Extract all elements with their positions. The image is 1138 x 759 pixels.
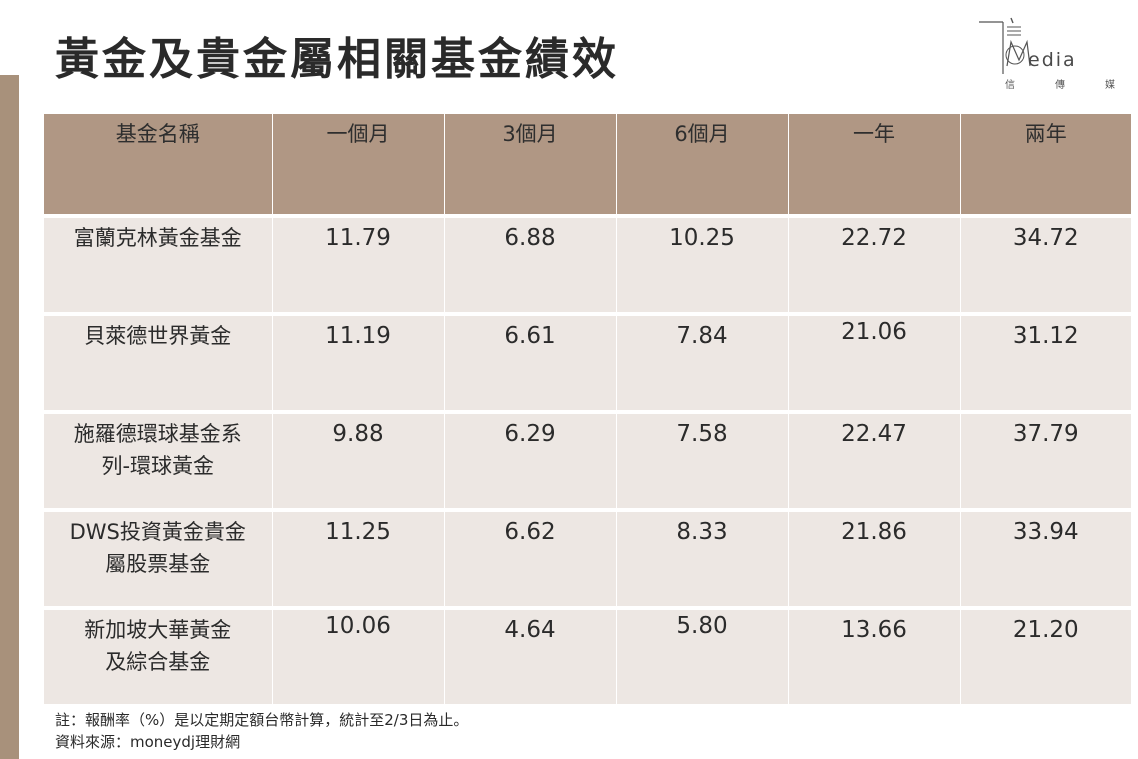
column-header-1-year: 一年 (788, 114, 961, 216)
return-cell: 11.25 (272, 508, 445, 608)
return-cell: 7.84 (616, 312, 789, 412)
table-row: DWS投資黃金貴金 屬股票基金 11.25 6.62 8.33 21.86 33… (44, 508, 1131, 608)
return-cell: 21.20 (960, 606, 1131, 704)
data-source-note: 資料來源：moneydj理財網 (55, 733, 241, 751)
page-title: 黃金及貴金屬相關基金績效 (55, 34, 619, 85)
return-cell: 10.06 (272, 606, 445, 704)
return-cell: 21.06 (788, 312, 961, 412)
return-cell: 13.66 (788, 606, 961, 704)
return-cell: 22.72 (788, 214, 961, 314)
fund-name-line: 新加坡大華黃金 (84, 618, 232, 642)
column-header-fund-name: 基金名稱 (44, 114, 273, 216)
media-logo: edia 信 傳 媒 (975, 16, 1125, 94)
return-cell: 31.12 (960, 312, 1131, 412)
fund-name-cell: DWS投資黃金貴金 屬股票基金 (44, 508, 273, 608)
return-cell: 7.58 (616, 410, 789, 510)
table-header-row: 基金名稱 一個月 3個月 6個月 一年 兩年 (44, 114, 1131, 216)
column-header-2-years: 兩年 (960, 114, 1131, 216)
left-accent-bar (0, 75, 19, 759)
table-row: 新加坡大華黃金 及綜合基金 10.06 4.64 5.80 13.66 21.2… (44, 606, 1131, 704)
logo-sub-char: 傳 (1055, 80, 1065, 91)
return-cell: 11.79 (272, 214, 445, 314)
logo-sub-char: 媒 (1105, 80, 1115, 91)
return-cell: 5.80 (616, 606, 789, 704)
return-cell: 22.47 (788, 410, 961, 510)
logo-mark-icon (979, 17, 1031, 74)
fund-name-line: 列-環球黃金 (101, 454, 215, 478)
fund-name-cell: 新加坡大華黃金 及綜合基金 (44, 606, 273, 704)
column-header-6-months: 6個月 (616, 114, 789, 216)
fund-name-cell: 施羅德環球基金系 列-環球黃金 (44, 410, 273, 510)
return-cell: 21.86 (788, 508, 961, 608)
fund-name-line: 施羅德環球基金系 (73, 422, 242, 446)
calculation-note: 註：報酬率（%）是以定期定額台幣計算，統計至2/3日為止。 (55, 711, 469, 729)
footnotes: 註：報酬率（%）是以定期定額台幣計算，統計至2/3日為止。 資料來源：money… (55, 709, 468, 753)
fund-name-cell: 貝萊德世界黃金 (44, 312, 273, 412)
return-cell: 34.72 (960, 214, 1131, 314)
fund-name-line: DWS投資黃金貴金 (69, 520, 246, 544)
return-cell: 6.29 (444, 410, 617, 510)
table-row: 施羅德環球基金系 列-環球黃金 9.88 6.29 7.58 22.47 37.… (44, 410, 1131, 510)
fund-name-line: 屬股票基金 (105, 552, 211, 576)
fund-name-line: 貝萊德世界黃金 (84, 324, 232, 348)
fund-name-line: 及綜合基金 (105, 650, 211, 674)
fund-name-line: 富蘭克林黃金基金 (73, 226, 242, 250)
return-cell: 33.94 (960, 508, 1131, 608)
return-cell: 8.33 (616, 508, 789, 608)
return-cell: 10.25 (616, 214, 789, 314)
fund-name-cell: 富蘭克林黃金基金 (44, 214, 273, 314)
column-header-3-months: 3個月 (444, 114, 617, 216)
logo-sub-char: 信 (1005, 80, 1015, 91)
return-cell: 6.61 (444, 312, 617, 412)
return-cell: 6.62 (444, 508, 617, 608)
table-row: 貝萊德世界黃金 11.19 6.61 7.84 21.06 31.12 (44, 312, 1131, 412)
return-cell: 6.88 (444, 214, 617, 314)
return-cell: 11.19 (272, 312, 445, 412)
logo-wordmark: edia (1028, 49, 1077, 71)
fund-performance-table: 基金名稱 一個月 3個月 6個月 一年 兩年 富蘭克林黃金基金 11.79 6.… (44, 114, 1131, 704)
table-row: 富蘭克林黃金基金 11.79 6.88 10.25 22.72 34.72 (44, 214, 1131, 314)
return-cell: 37.79 (960, 410, 1131, 510)
logo-subtitle: 信 傳 媒 (1005, 76, 1115, 91)
return-cell: 4.64 (444, 606, 617, 704)
column-header-1-month: 一個月 (272, 114, 445, 216)
return-cell: 9.88 (272, 410, 445, 510)
